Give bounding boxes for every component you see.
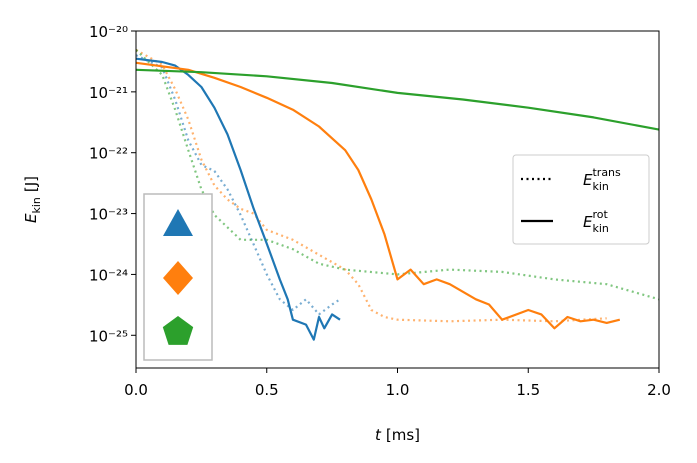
series-line — [136, 54, 341, 316]
legend-sup: trans — [592, 166, 621, 179]
legend-base: E — [583, 171, 593, 189]
legend-sub: kin — [592, 180, 608, 193]
x-label-unit: [ms] — [386, 426, 420, 444]
legend-box — [512, 154, 650, 245]
legend-sup: rot — [592, 208, 608, 221]
legend-label: Erot kin — [583, 208, 609, 235]
y-tick-label: 10⁻²⁰ — [89, 23, 128, 41]
x-tick-label: 0.5 — [255, 381, 279, 399]
legend-marker — [162, 316, 194, 345]
legend-sub: kin — [592, 222, 608, 235]
y-label-symbol: E — [22, 213, 40, 223]
y-tick-label: 10⁻²² — [89, 145, 128, 163]
x-label-symbol: t — [375, 426, 382, 444]
y-label-subscript: kin — [30, 197, 43, 213]
x-tick-label: 1.0 — [386, 381, 410, 399]
plot — [136, 48, 659, 341]
legend-base: E — [583, 213, 593, 231]
x-tick-label: 2.0 — [647, 381, 671, 399]
series-line — [136, 68, 659, 131]
series-line — [136, 61, 621, 330]
y-tick-label: 10⁻²⁴ — [89, 266, 128, 284]
legend-marker — [163, 209, 193, 236]
y-tick-label: 10⁻²⁵ — [89, 327, 128, 345]
legend-marker — [163, 261, 193, 295]
series-line — [136, 57, 341, 341]
y-tick-label: 10⁻²³ — [89, 206, 128, 224]
y-tick-label: 10⁻²¹ — [89, 84, 128, 102]
y-label-unit: [J] — [22, 176, 40, 192]
series-line — [136, 48, 607, 323]
y-axis-label: Ekin [J] — [22, 176, 43, 223]
x-tick-label: 1.5 — [516, 381, 540, 399]
x-tick-label: 0.0 — [124, 381, 148, 399]
legend-label: Etrans kin — [583, 166, 621, 193]
x-axis-label: t [ms] — [375, 426, 420, 444]
series-line — [136, 49, 659, 301]
